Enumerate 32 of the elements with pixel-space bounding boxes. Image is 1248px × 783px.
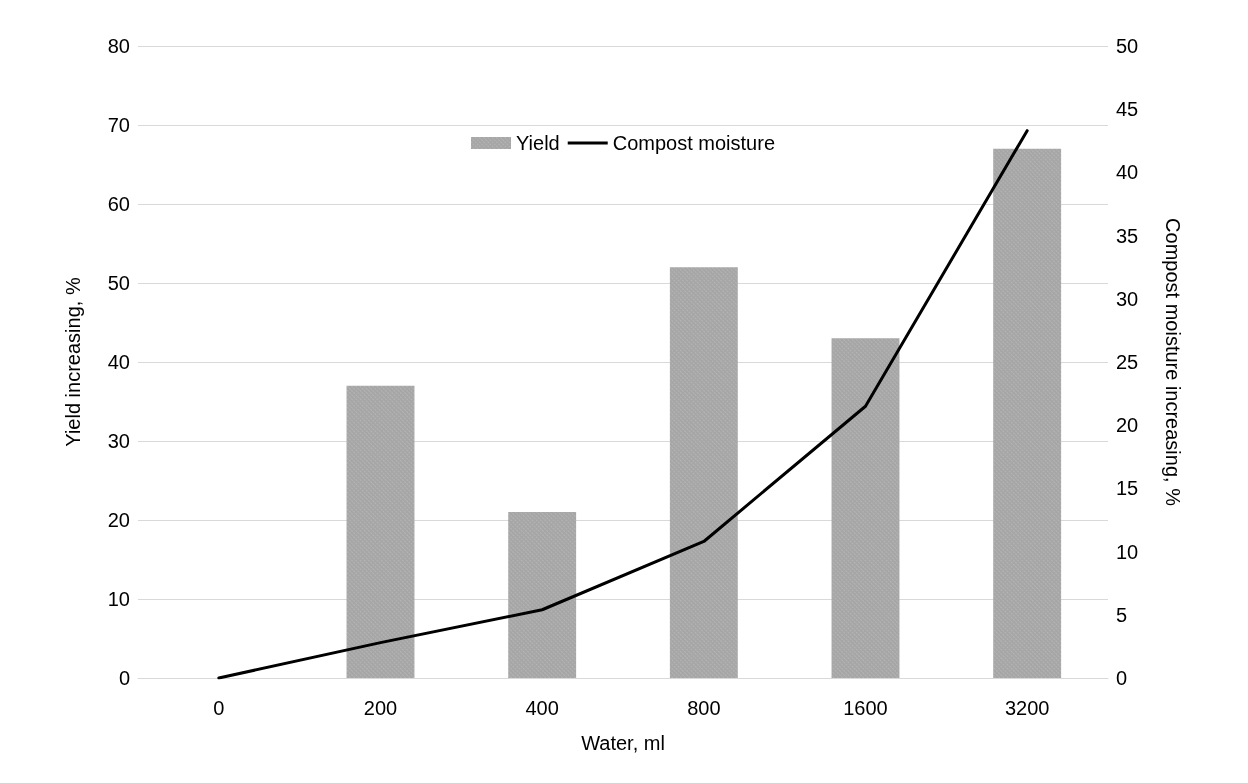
x-tick-label: 3200 — [1004, 697, 1050, 719]
y2-tick-label: 25 — [1116, 351, 1139, 373]
y-tick-label: 60 — [107, 193, 130, 215]
y2-tick-label: 10 — [1116, 540, 1139, 563]
x-tick-label: 0 — [213, 697, 225, 719]
line-series — [217, 129, 1029, 680]
y2-tick-label: 0 — [1116, 667, 1128, 689]
y-tick-label: 30 — [107, 430, 130, 452]
y2-tick-label: 40 — [1116, 161, 1139, 184]
y-tick-label: 80 — [107, 35, 130, 57]
y2-tick-label: 35 — [1116, 224, 1139, 247]
y2-tick-label: 30 — [1116, 287, 1139, 310]
y2-tick-label: 45 — [1116, 98, 1139, 121]
y-tick-label: 0 — [118, 667, 130, 689]
y-tick-label: 10 — [107, 588, 130, 610]
x-tick-label: 1600 — [843, 697, 888, 719]
y-tick-label: 70 — [107, 114, 130, 136]
y-tick-label: 40 — [107, 351, 130, 373]
y-tick-label: 20 — [107, 509, 130, 531]
y2-axis-title: Compost moisture increasing, % — [1162, 218, 1184, 507]
legend-label: Compost moisture — [612, 132, 776, 154]
x-tick-label: 400 — [525, 697, 559, 719]
legend-label: Yield — [516, 132, 560, 154]
x-axis-title: Water, ml — [581, 732, 665, 754]
y2-tick-label: 5 — [1116, 603, 1128, 626]
y2-tick-label: 50 — [1116, 35, 1139, 57]
y2-tick-label: 15 — [1116, 477, 1139, 500]
y-axis-title: Yield increasing, % — [62, 277, 84, 447]
x-tick-label: 800 — [687, 697, 721, 719]
x-tick-label: 200 — [363, 697, 398, 719]
y-tick-label: 50 — [107, 272, 130, 294]
y2-tick-label: 20 — [1116, 414, 1139, 437]
